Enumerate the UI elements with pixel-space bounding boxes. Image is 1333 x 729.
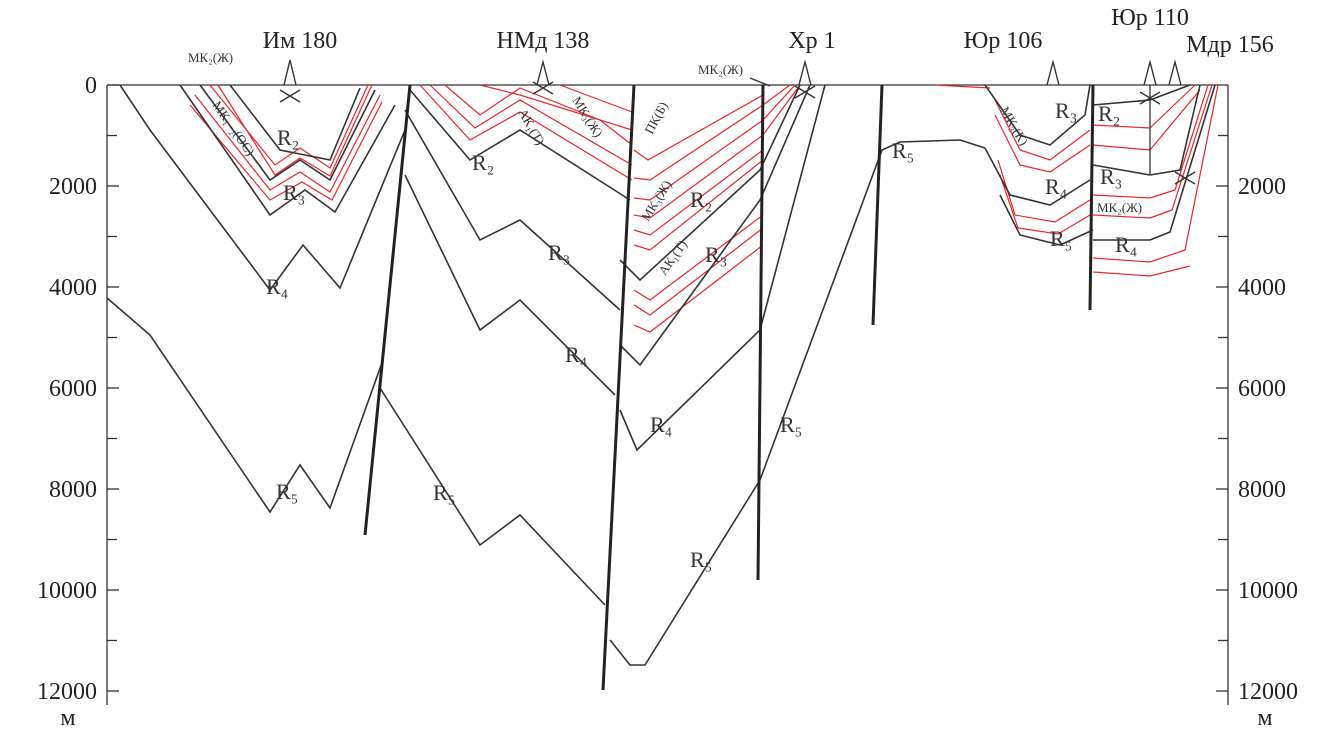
well-label: Хр 1: [788, 28, 835, 54]
horizon-label: R₂: [1098, 101, 1120, 126]
unit-right: м: [1257, 705, 1272, 729]
well-markers: [279, 59, 1196, 185]
formation-label: МК₃(Ж): [638, 177, 675, 223]
tick-label: 2000: [49, 174, 97, 200]
unit-left: м: [60, 705, 75, 729]
formation-label: МК₂(Ж): [698, 62, 743, 77]
formation-label: ПК(Б): [641, 99, 670, 136]
horizons: [106, 84, 1216, 666]
horizon-label: R₃: [1055, 98, 1077, 123]
tick-label: 12000: [1238, 679, 1298, 705]
tick-label: 2000: [1238, 174, 1286, 200]
horizon-label: R₅: [433, 480, 455, 505]
formation-label: МК₁₋₂(ОС): [210, 98, 258, 158]
horizon-label: R₄: [650, 412, 672, 437]
horizon-label: R₅: [780, 412, 802, 437]
tick-label: 0: [85, 73, 97, 99]
well-label: Им 180: [263, 28, 338, 54]
formation-label: МК₃(К): [997, 104, 1031, 148]
horizon-label: R₂: [277, 125, 299, 150]
well-label: Юр 110: [1111, 5, 1189, 31]
horizon-label: R₂: [472, 150, 494, 175]
well-label: НМд 138: [497, 28, 590, 54]
red-contours: [189, 84, 1219, 333]
tick-label: 8000: [49, 477, 97, 503]
well-label: Мдр 156: [1186, 32, 1274, 58]
horizon-label: R₄: [565, 342, 587, 367]
well-label: Юр 106: [964, 28, 1043, 54]
horizon-label: R₅: [690, 547, 712, 572]
horizon-label: R₂: [690, 187, 712, 212]
horizon-label: R₄: [266, 274, 288, 299]
horizon-label: R₅: [276, 479, 298, 504]
formation-label: МК₂(Ж): [1097, 200, 1142, 215]
tick-label: 4000: [49, 275, 97, 301]
tick-label: 6000: [49, 376, 97, 402]
faults: [363, 84, 1151, 691]
horizon-label: R₃: [548, 240, 570, 265]
formation-label: МК₂(Ж): [188, 50, 233, 65]
formation-label: АК₁(Т): [655, 237, 690, 278]
horizon-label: R₃: [705, 242, 727, 267]
horizon-label: R₅: [1050, 226, 1072, 251]
horizon-label: R₃: [1100, 164, 1122, 189]
tick-label: 10000: [1238, 578, 1298, 604]
tick-label: 4000: [1238, 275, 1286, 301]
horizon-label: R₄: [1115, 232, 1137, 257]
horizon-label: R₅: [892, 138, 914, 163]
tick-label: 10000: [37, 578, 97, 604]
tick-label: 8000: [1238, 477, 1286, 503]
horizon-label: R₃: [283, 180, 305, 205]
tick-label: 12000: [37, 679, 97, 705]
horizon-label: R₄: [1045, 174, 1067, 199]
tick-label: 6000: [1238, 376, 1286, 402]
